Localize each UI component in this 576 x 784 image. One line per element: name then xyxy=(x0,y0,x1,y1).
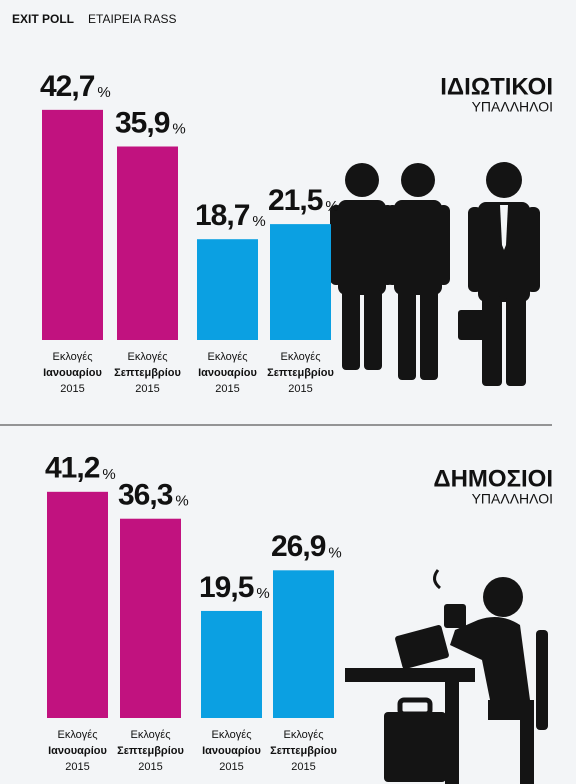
category-label: Ιανουαρίου xyxy=(48,745,107,757)
bar xyxy=(201,610,262,718)
value-unit: % xyxy=(252,213,265,230)
value-label: 36,3 xyxy=(118,479,173,512)
category-label: Εκλογές xyxy=(212,729,252,741)
employees-icon xyxy=(330,162,540,386)
category-label: Εκλογές xyxy=(281,351,321,363)
chart-subtitle: ΥΠΑΛΛΗΛΟΙ xyxy=(472,99,553,115)
category-label: 2015 xyxy=(135,383,159,395)
category-label: 2015 xyxy=(219,761,243,773)
value-label: 18,7 xyxy=(195,199,250,232)
bar xyxy=(120,518,181,718)
value-unit: % xyxy=(102,466,115,483)
chart-title: ΙΔΙΩΤΙΚΟΙ xyxy=(440,73,553,100)
value-unit: % xyxy=(328,544,341,561)
value-unit: % xyxy=(325,198,338,215)
value-label: 35,9 xyxy=(115,106,170,139)
header-text: ΕΤΑΙΡΕΙΑ RASS xyxy=(88,12,176,26)
category-label: Εκλογές xyxy=(131,729,171,741)
category-label: Εκλογές xyxy=(284,729,324,741)
bar xyxy=(47,491,108,718)
value-label: 21,5 xyxy=(268,184,323,217)
category-label: Εκλογές xyxy=(208,351,248,363)
office-icon xyxy=(345,569,548,784)
category-label: 2015 xyxy=(60,383,84,395)
category-label: Σεπτεμβρίου xyxy=(117,745,184,757)
category-label: Εκλογές xyxy=(53,351,93,363)
header-bold: EXIT POLL xyxy=(12,12,74,26)
chart-title: ΔΗΜΟΣΙΟΙ xyxy=(433,465,553,492)
category-label: Ιανουαρίου xyxy=(198,367,257,379)
bar xyxy=(273,570,334,718)
bar xyxy=(197,239,258,340)
category-label: 2015 xyxy=(291,761,315,773)
bar xyxy=(117,146,178,340)
value-unit: % xyxy=(97,84,110,101)
value-unit: % xyxy=(172,120,185,137)
tie-gap xyxy=(500,205,508,250)
value-unit: % xyxy=(175,493,188,510)
bar xyxy=(270,224,331,340)
category-label: Εκλογές xyxy=(128,351,168,363)
value-label: 19,5 xyxy=(199,571,254,604)
category-label: Εκλογές xyxy=(58,729,98,741)
value-label: 26,9 xyxy=(271,530,326,563)
category-label: Σεπτεμβρίου xyxy=(267,367,334,379)
category-label: Ιανουαρίου xyxy=(43,367,102,379)
value-label: 42,7 xyxy=(40,70,95,103)
bar xyxy=(42,109,103,340)
chart-subtitle: ΥΠΑΛΛΗΛΟΙ xyxy=(472,491,553,507)
value-unit: % xyxy=(256,585,269,602)
category-label: Σεπτεμβρίου xyxy=(114,367,181,379)
value-label: 41,2 xyxy=(45,452,100,485)
category-label: Σεπτεμβρίου xyxy=(270,745,337,757)
category-label: 2015 xyxy=(215,383,239,395)
category-label: 2015 xyxy=(138,761,162,773)
category-label: Ιανουαρίου xyxy=(202,745,261,757)
category-label: 2015 xyxy=(288,383,312,395)
category-label: 2015 xyxy=(65,761,89,773)
